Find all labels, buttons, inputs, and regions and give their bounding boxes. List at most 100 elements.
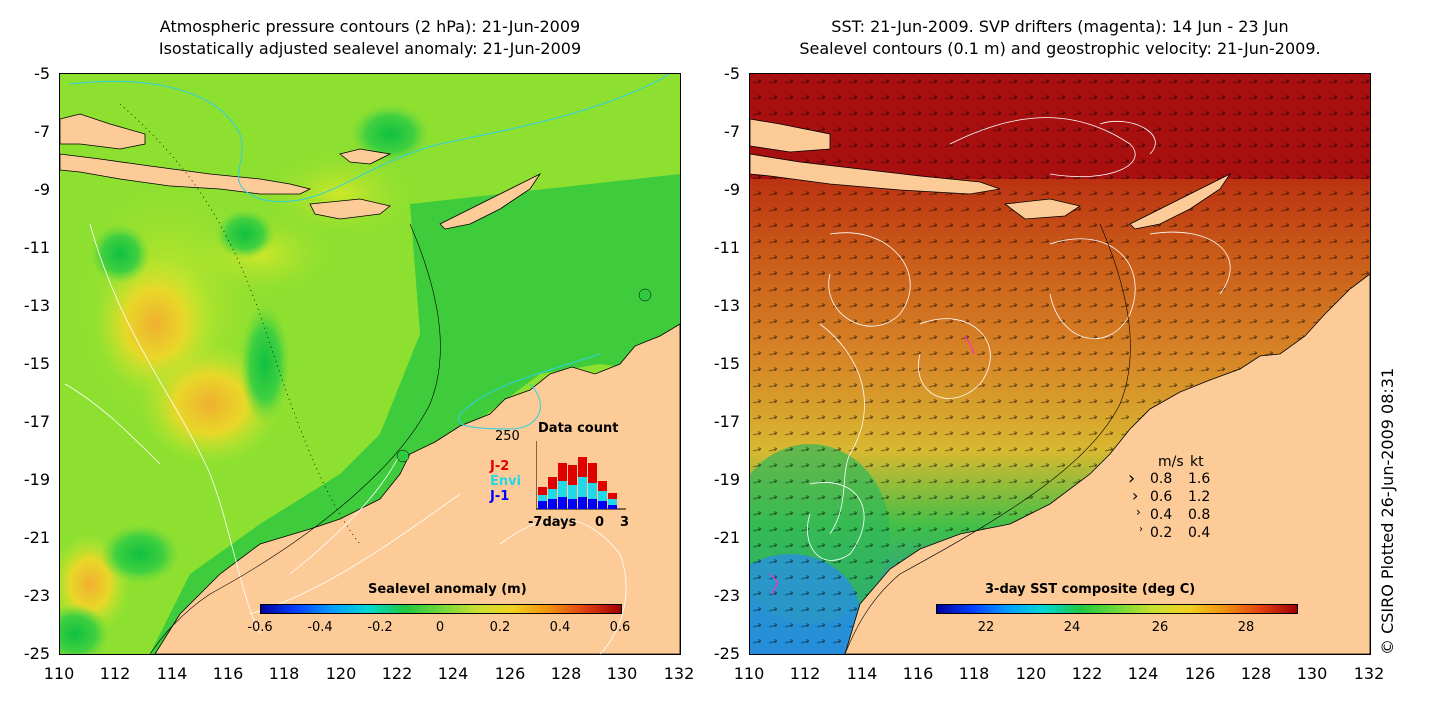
x-tick: 112 — [789, 664, 821, 683]
right-title-line1: SST: 21-Jun-2009. SVP drifters (magenta)… — [831, 17, 1289, 36]
data-count-histogram — [536, 441, 626, 510]
sla-colorbar-label: Sealevel anomaly (m) — [368, 582, 527, 597]
csiro-credit: © CSIRO Plotted 26-Jun-2009 08:31 — [1378, 367, 1397, 655]
velocity-arrow-icon: › — [1132, 486, 1139, 505]
x-tick: 120 — [325, 664, 357, 683]
y-tick: -19 — [713, 470, 740, 489]
sla-tick: 0.2 — [489, 620, 511, 635]
x-tick: 122 — [381, 664, 413, 683]
sla-tick: 0.6 — [609, 620, 631, 635]
x-tick: 110 — [733, 664, 765, 683]
x-tick: 120 — [1015, 664, 1047, 683]
velocity-arrow-icon: › — [1128, 468, 1136, 489]
data-count-inset: Data count 250 J-2 Envi J-1 -7days 0 3 — [480, 419, 640, 539]
histogram-bars — [538, 457, 617, 509]
x-tick: 114 — [846, 664, 878, 683]
velocity-arrow-icon: › — [1136, 505, 1141, 519]
sst-tick: 26 — [1151, 620, 1169, 635]
y-tick: -25 — [23, 644, 50, 663]
sst-tick: 22 — [977, 620, 995, 635]
data-count-ymax-label: 250 — [495, 429, 520, 444]
x-tick: 112 — [99, 664, 131, 683]
data-count-xlabel-right: 3 — [620, 515, 630, 530]
velocity-kt: 0.8 — [1188, 507, 1211, 523]
y-tick: -23 — [23, 586, 50, 605]
data-count-xlabel-mid: 0 — [595, 515, 605, 530]
y-tick: -7 — [34, 122, 50, 141]
sst-colorbar-label: 3-day SST composite (deg C) — [985, 582, 1196, 597]
data-count-title: Data count — [538, 421, 619, 436]
velocity-ms: 0.6 — [1150, 489, 1173, 505]
x-tick: 132 — [1353, 664, 1385, 683]
right-title-line2: Sealevel contours (0.1 m) and geostrophi… — [799, 39, 1321, 58]
x-tick: 128 — [550, 664, 582, 683]
velocity-unit-ms: m/s — [1158, 454, 1184, 470]
y-tick: -13 — [713, 296, 740, 315]
sla-colorbar — [260, 604, 622, 614]
sla-tick: 0.4 — [549, 620, 571, 635]
y-tick: -17 — [23, 412, 50, 431]
java-island — [60, 113, 146, 150]
velocity-unit-kt: kt — [1190, 454, 1204, 470]
velocity-kt: 1.2 — [1188, 489, 1211, 505]
velocity-ms: 0.2 — [1150, 525, 1173, 541]
legend-j2: J-2 — [490, 459, 510, 474]
x-tick: 132 — [663, 664, 695, 683]
y-tick: -23 — [713, 586, 740, 605]
legend-j1: J-1 — [490, 489, 510, 504]
data-count-xlabel-left: -7days — [528, 515, 577, 530]
lesser-sunda-islands — [60, 153, 312, 195]
y-tick: -11 — [23, 238, 50, 257]
x-tick: 122 — [1071, 664, 1103, 683]
sla-tick: -0.2 — [367, 620, 393, 635]
sst-colorbar-ticks: 22 24 26 28 — [936, 620, 1296, 638]
sst-tick: 28 — [1237, 620, 1255, 635]
left-title-line1: Atmospheric pressure contours (2 hPa): 2… — [159, 17, 581, 36]
sla-tick: -0.4 — [307, 620, 333, 635]
australia-land-sst — [844, 273, 1370, 654]
x-tick: 118 — [268, 664, 300, 683]
x-tick: 130 — [606, 664, 638, 683]
australia-land — [154, 323, 680, 654]
y-tick: -9 — [724, 180, 740, 199]
y-tick: -7 — [724, 122, 740, 141]
y-tick: -5 — [724, 64, 740, 83]
y-tick: -5 — [34, 64, 50, 83]
x-tick: 126 — [494, 664, 526, 683]
sla-tick: 0 — [435, 620, 445, 635]
sla-colorbar-ticks: -0.6 -0.4 -0.2 0 0.2 0.4 0.6 — [240, 620, 640, 638]
y-tick: -21 — [713, 528, 740, 547]
legend-envi: Envi — [490, 474, 522, 489]
velocity-kt: 1.6 — [1188, 471, 1211, 487]
sst-colorbar — [936, 604, 1298, 614]
velocity-kt: 0.4 — [1188, 525, 1211, 541]
y-tick: -9 — [34, 180, 50, 199]
x-tick: 110 — [43, 664, 75, 683]
left-title-line2: Isostatically adjusted sealevel anomaly:… — [158, 39, 582, 58]
velocity-arrow-icon: › — [1139, 524, 1143, 535]
y-tick: -25 — [713, 644, 740, 663]
y-tick: -15 — [23, 354, 50, 373]
x-tick: 130 — [1296, 664, 1328, 683]
x-tick: 124 — [437, 664, 469, 683]
y-tick: -19 — [23, 470, 50, 489]
velocity-ms: 0.4 — [1150, 507, 1173, 523]
x-tick: 126 — [1184, 664, 1216, 683]
velocity-ms: 0.8 — [1150, 471, 1173, 487]
sumba-island — [309, 198, 391, 220]
x-tick: 114 — [156, 664, 188, 683]
y-tick: -11 — [713, 238, 740, 257]
x-tick: 116 — [212, 664, 244, 683]
y-tick: -21 — [23, 528, 50, 547]
x-tick: 118 — [958, 664, 990, 683]
sst-map: m/s kt › 0.8 1.6 › 0.6 1.2 › 0.4 0.8 › 0… — [749, 73, 1371, 655]
x-tick: 124 — [1127, 664, 1159, 683]
x-tick: 128 — [1240, 664, 1272, 683]
x-tick: 116 — [902, 664, 934, 683]
timor-island — [439, 172, 542, 230]
y-tick: -15 — [713, 354, 740, 373]
velocity-legend: m/s kt › 0.8 1.6 › 0.6 1.2 › 0.4 0.8 › 0… — [1128, 454, 1248, 544]
sla-tick: -0.6 — [247, 620, 273, 635]
y-tick: -17 — [713, 412, 740, 431]
sealevel-anomaly-map: Data count 250 J-2 Envi J-1 -7days 0 3 S… — [59, 73, 681, 655]
